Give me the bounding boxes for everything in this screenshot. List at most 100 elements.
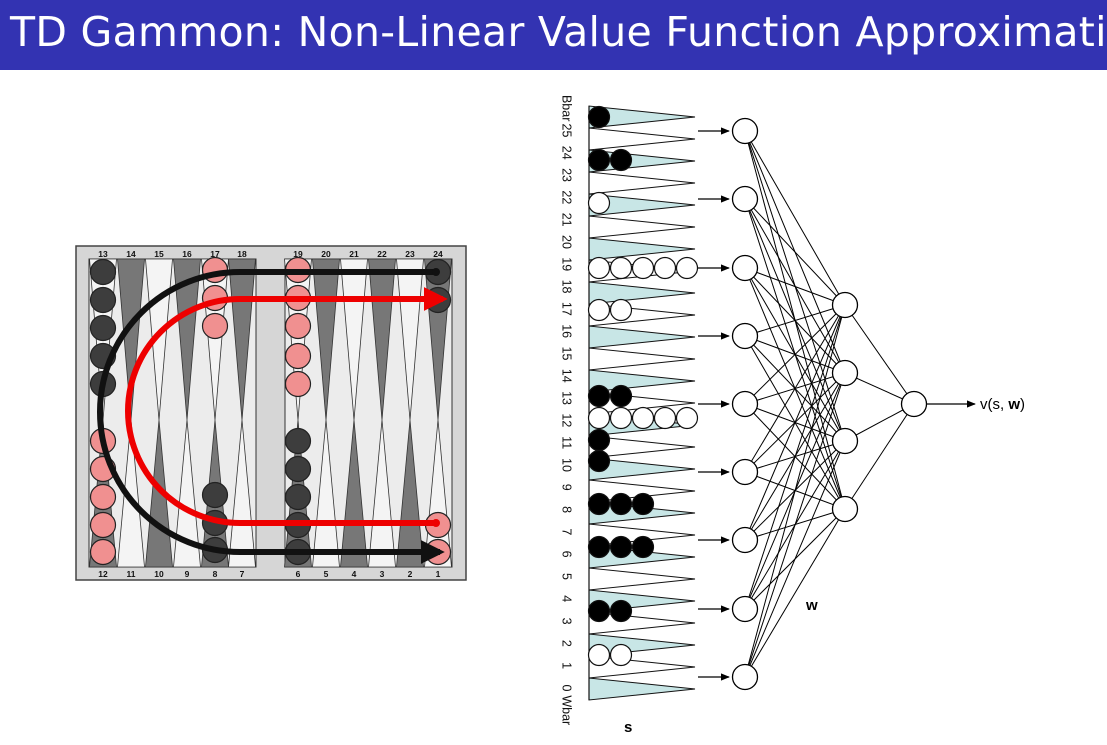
checker bbox=[284, 483, 312, 511]
input-node bbox=[731, 254, 759, 282]
weight-edge bbox=[744, 198, 846, 306]
white-piece bbox=[609, 256, 633, 280]
weight-edge bbox=[744, 130, 846, 306]
point-label: Wbar bbox=[560, 695, 574, 725]
board-bottom-label: 8 bbox=[213, 569, 218, 579]
board-top-label: 13 bbox=[98, 249, 108, 259]
hidden-node bbox=[831, 291, 859, 319]
board-point-top bbox=[173, 258, 201, 421]
white-piece bbox=[653, 406, 677, 430]
point-label: 16 bbox=[560, 324, 574, 338]
board-top-label: 17 bbox=[210, 249, 220, 259]
checker bbox=[284, 370, 312, 398]
board-point-top bbox=[117, 258, 145, 421]
board-point-bottom bbox=[340, 419, 368, 568]
black-piece bbox=[609, 384, 633, 408]
point-label: 11 bbox=[560, 436, 574, 449]
white-piece bbox=[587, 298, 611, 322]
white-piece bbox=[675, 256, 699, 280]
checker bbox=[284, 312, 312, 340]
input-node bbox=[731, 458, 759, 486]
white-piece bbox=[587, 256, 611, 280]
point-label: 20 bbox=[560, 235, 574, 249]
input-node bbox=[731, 390, 759, 418]
weight-edge bbox=[744, 304, 846, 610]
board-point-bottom bbox=[312, 419, 340, 568]
board-bottom-label: 2 bbox=[408, 569, 413, 579]
board-point-bottom bbox=[368, 419, 396, 568]
output-edge bbox=[844, 403, 915, 510]
white-piece bbox=[609, 406, 633, 430]
point-label: 18 bbox=[560, 280, 574, 294]
black-piece bbox=[587, 105, 611, 129]
point-label: 13 bbox=[560, 391, 574, 405]
point-label: 19 bbox=[560, 257, 574, 271]
input-triangle bbox=[588, 171, 696, 195]
point-label: 5 bbox=[560, 573, 574, 580]
point-label: 4 bbox=[560, 595, 574, 602]
checker bbox=[89, 258, 117, 286]
checker bbox=[284, 455, 312, 483]
input-node bbox=[731, 117, 759, 145]
white-piece bbox=[609, 298, 633, 322]
weight-edge bbox=[744, 304, 846, 405]
point-label: 22 bbox=[560, 190, 574, 204]
board-bottom-label: 3 bbox=[380, 569, 385, 579]
input-triangle bbox=[588, 325, 696, 349]
output-edge bbox=[844, 304, 915, 405]
checker bbox=[89, 314, 117, 342]
weight-edge bbox=[744, 267, 846, 306]
hidden-node bbox=[831, 427, 859, 455]
input-triangle bbox=[588, 215, 696, 239]
board-top-label: 20 bbox=[321, 249, 331, 259]
board-top-label: 19 bbox=[293, 249, 303, 259]
white-piece bbox=[675, 406, 699, 430]
input-state-label: s bbox=[624, 719, 632, 736]
input-node bbox=[731, 322, 759, 350]
white-piece bbox=[587, 191, 611, 215]
checker bbox=[89, 511, 117, 539]
board-bottom-label: 1 bbox=[436, 569, 441, 579]
point-label: 3 bbox=[560, 618, 574, 625]
black-piece bbox=[587, 428, 611, 452]
board-top-label: 24 bbox=[433, 249, 443, 259]
weight-edge bbox=[744, 440, 846, 678]
point-label: 7 bbox=[560, 528, 574, 535]
white-piece bbox=[653, 256, 677, 280]
input-node bbox=[731, 185, 759, 213]
board-top-label: 15 bbox=[154, 249, 164, 259]
board-bottom-label: 6 bbox=[296, 569, 301, 579]
input-triangle bbox=[588, 347, 696, 371]
board-point-bottom bbox=[396, 419, 424, 568]
board-bottom-label: 4 bbox=[352, 569, 357, 579]
black-piece bbox=[587, 599, 611, 623]
black-piece bbox=[587, 535, 611, 559]
checker bbox=[284, 427, 312, 455]
input-node bbox=[731, 526, 759, 554]
point-label: 12 bbox=[560, 413, 574, 427]
black-piece bbox=[631, 492, 655, 516]
left-field bbox=[88, 258, 257, 568]
black-piece bbox=[587, 384, 611, 408]
red-move-arrow bbox=[124, 287, 448, 526]
white-piece bbox=[631, 406, 655, 430]
board-top-label: 16 bbox=[182, 249, 192, 259]
point-label: 15 bbox=[560, 346, 574, 360]
checker bbox=[201, 481, 229, 509]
board-top-label: 18 bbox=[237, 249, 247, 259]
board-point-bottom bbox=[228, 419, 256, 568]
checker bbox=[284, 342, 312, 370]
arrow-start-black bbox=[432, 268, 440, 276]
checker bbox=[89, 483, 117, 511]
board-top-label: 21 bbox=[349, 249, 359, 259]
point-label: 25 bbox=[560, 123, 574, 137]
black-move-arrow bbox=[96, 269, 445, 564]
weight-edge bbox=[744, 304, 846, 541]
weight-edge bbox=[744, 372, 846, 678]
point-label: 23 bbox=[560, 168, 574, 182]
input-triangle bbox=[588, 677, 696, 701]
input-triangle bbox=[588, 567, 696, 591]
board-top-label: 14 bbox=[126, 249, 136, 259]
input-node bbox=[731, 663, 759, 691]
